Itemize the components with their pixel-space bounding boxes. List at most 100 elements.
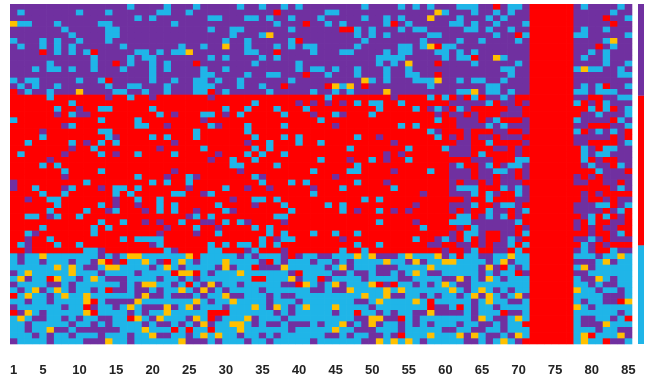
heatmap-cell [97,332,106,339]
heatmap-cell [310,230,318,237]
heatmap-cell [192,208,201,214]
heatmap-cell [331,21,340,27]
heatmap-cell [529,9,538,16]
heatmap-cell [31,236,40,243]
heatmap-cell [200,321,208,328]
heatmap-cell [178,327,186,333]
heatmap-cell [61,38,69,44]
heatmap-cell [324,304,333,311]
heatmap-cell [163,202,172,209]
heatmap-cell [185,236,194,243]
heatmap-cell [61,202,69,209]
heatmap-cell [149,32,157,39]
heatmap-cell [39,338,47,345]
heatmap-cell [222,179,230,186]
heatmap-cell [610,38,618,44]
heatmap-cell [134,38,143,44]
heatmap-cell [266,77,274,84]
heatmap-cell [141,185,150,192]
heatmap-cell [375,32,384,39]
heatmap-cell [149,196,157,203]
heatmap-cell [24,4,33,10]
heatmap-cell [602,310,611,316]
heatmap-cell [178,270,186,277]
heatmap-cell [471,202,479,209]
heatmap-cell [251,174,260,180]
heatmap-cell [112,236,121,243]
heatmap-cell [324,9,333,16]
heatmap-cell [90,298,99,305]
heatmap-cell [46,162,55,169]
heatmap-cell [383,264,391,271]
heatmap-cell [529,327,538,333]
heatmap-cell [24,66,33,73]
heatmap-cell [610,134,618,141]
heatmap-cell [112,123,121,129]
heatmap-cell [441,253,450,260]
heatmap-cell [17,77,25,84]
heatmap-cell [595,247,604,254]
heatmap-cell [53,106,62,112]
heatmap-cell [97,287,106,294]
heatmap-cell [222,151,230,158]
heatmap-cell [46,191,55,197]
heatmap-cell [149,208,157,214]
heatmap-cell [463,83,472,90]
heatmap-cell [229,140,238,146]
heatmap-cell [485,100,494,107]
heatmap-cell [434,162,443,169]
heatmap-cell [566,281,574,288]
heatmap-cell [317,60,325,67]
heatmap-cell [288,191,296,197]
heatmap-cell [127,94,135,101]
heatmap-cell [383,298,391,305]
heatmap-cell [375,72,384,78]
heatmap-cell [602,293,611,299]
heatmap-cell [31,106,40,112]
heatmap-cell [229,89,238,95]
heatmap-cell [375,225,384,231]
heatmap-cell [68,26,77,33]
heatmap-cell [112,338,121,345]
heatmap-cell [449,259,457,265]
heatmap-cell [514,287,523,294]
heatmap-cell [456,219,464,226]
heatmap-cell [134,111,143,118]
heatmap-cell [514,276,523,282]
heatmap-cell [507,174,516,180]
heatmap-cell [61,134,69,141]
heatmap-cell [558,315,567,322]
heatmap-cell [75,49,84,56]
heatmap-cell [573,310,582,316]
heatmap-cell [434,106,443,112]
heatmap-cell [288,242,296,248]
heatmap-cell [317,310,325,316]
heatmap-cell [375,196,384,203]
heatmap-cell [375,128,384,135]
heatmap-cell [236,242,245,248]
heatmap-cell [434,157,443,163]
heatmap-cell [75,77,84,84]
heatmap-cell [149,247,157,254]
heatmap-cell [273,38,282,44]
heatmap-cell [397,157,406,163]
heatmap-cell [383,253,391,260]
heatmap-cell [39,128,47,135]
heatmap-cell [331,100,340,107]
heatmap-cell [105,304,113,311]
heatmap-cell [383,38,391,44]
heatmap-cell [24,157,33,163]
heatmap-cell [522,4,530,10]
heatmap-cell [353,293,362,299]
heatmap-cell [68,66,77,73]
heatmap-cell [317,162,325,169]
heatmap-cell [185,208,194,214]
heatmap-cell [46,332,55,339]
heatmap-cell [295,185,304,192]
heatmap-cell [185,230,194,237]
heatmap-cell [383,9,391,16]
heatmap-cell [170,174,179,180]
heatmap-cell [156,94,164,101]
heatmap-cell [105,264,113,271]
heatmap-cell [573,111,582,118]
